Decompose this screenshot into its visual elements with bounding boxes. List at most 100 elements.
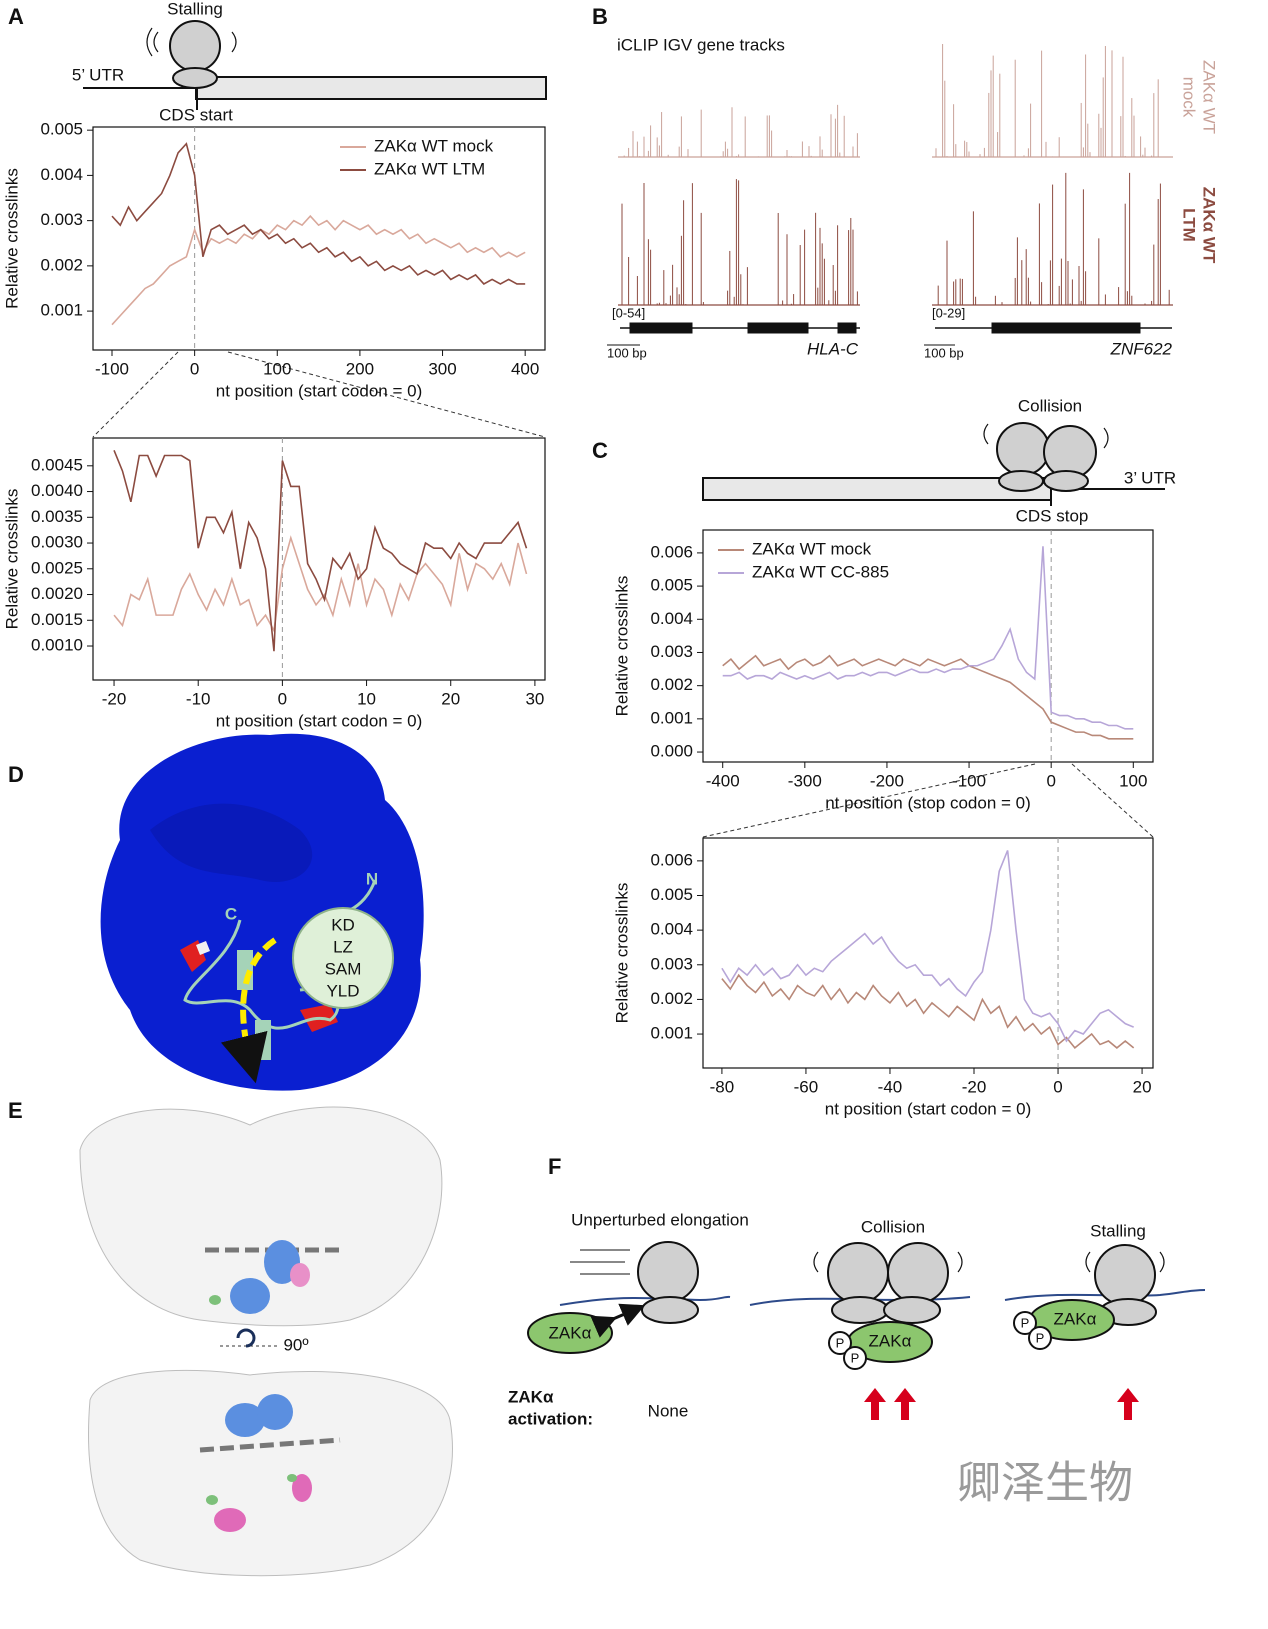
x-tick-label: 300 [428,359,456,378]
y-tick-label: 0.001 [650,1024,693,1043]
activation-label: activation: [508,1409,593,1428]
y-tick-label: 0.003 [40,210,83,229]
cryo-em-maps [79,1106,453,1577]
y-tick-label: 0.002 [650,989,693,1008]
y-tick-label: 0.005 [650,576,693,595]
phospho-label: P [1021,1315,1030,1330]
y-tick-label: 0.005 [650,885,693,904]
panel-title: iCLIP IGV gene tracks [617,35,785,54]
track-label: ZAKα WT [1200,60,1219,134]
annotation: CDS stop [1016,506,1089,525]
x-axis-label: nt position (start codon = 0) [216,381,422,400]
gene-model [607,322,1172,346]
plot-frame [702,529,1154,763]
activation-arrow [864,1388,1139,1420]
track-label: mock [1180,77,1199,118]
zoom-guide [92,351,1154,838]
scenario-label: Unperturbed elongation [571,1210,749,1229]
y-axis-label: Relative crosslinks [2,168,21,309]
x-tick-label: 20 [1133,1077,1152,1096]
x-tick-label: -10 [186,689,211,708]
protein-label: ZAKα [1054,1309,1097,1328]
data-line [113,535,528,634]
x-tick-label: 20 [441,689,460,708]
panel-label: D [8,762,24,787]
phospho-label: P [836,1335,845,1350]
panel-label: F [548,1154,561,1179]
x-axis-label: nt position (stop codon = 0) [825,793,1031,812]
watermark: 卿泽生物 [957,1458,1133,1509]
x-tick-label: -20 [962,1077,987,1096]
terminus-label: C [225,904,237,923]
y-tick-label: 0.003 [650,954,693,973]
x-tick-label: -60 [794,1077,819,1096]
x-tick-label: -40 [878,1077,903,1096]
data-line [721,850,1134,1043]
track-label: ZAKα WT mock ZAKα WT LTM [1180,60,1219,264]
scenario-label: Collision [861,1217,925,1236]
plot-frame [92,126,546,351]
gene-name: HLA-C [807,339,859,358]
x-tick-label: -300 [788,771,822,790]
legend-label: ZAKα WT CC-885 [752,562,889,581]
y-tick-label: 0.0035 [31,507,83,526]
x-tick-label: 100 [1119,771,1147,790]
y-tick-label: 0.0015 [31,610,83,629]
annotation: 5’ UTR [72,65,124,84]
x-tick-label: 30 [525,689,544,708]
protein-label: ZAKα [549,1323,592,1342]
track-label: LTM [1180,208,1199,242]
y-tick-label: 0.0020 [31,584,83,603]
data-line [721,973,1135,1050]
activation-value: None [648,1401,689,1420]
x-tick-label: 0 [278,689,287,708]
annotation: 3’ UTR [1124,468,1176,487]
track-range: [0-54] [612,305,645,320]
y-tick-label: 0.006 [650,850,693,869]
phospho-label: P [851,1350,860,1365]
x-tick-label: 100 [263,359,291,378]
protein-label: ZAKα [869,1331,912,1350]
legend-label: ZAKα WT LTM [374,159,485,178]
x-tick-label: -20 [102,689,127,708]
model-schematic [527,1241,1206,1370]
x-tick-label: -100 [95,359,129,378]
x-axis-label: nt position (start codon = 0) [216,711,422,730]
data-line [111,214,526,326]
igv-tracks [618,44,1173,306]
scale-bar: 100 bp [924,345,964,360]
terminus-label: N [366,869,378,888]
ribosome-structure [100,733,424,1091]
track-range: [0-29] [932,305,965,320]
legend-label: ZAKα WT mock [752,539,872,558]
y-tick-label: 0.002 [40,255,83,274]
x-axis-label: nt position (start codon = 0) [825,1099,1031,1118]
annotation: Stalling [167,0,223,18]
scenario-label: Stalling [1090,1221,1146,1240]
legend-label: ZAKα WT mock [374,136,494,155]
y-axis-label: Relative crosslinks [612,883,631,1024]
x-tick-label: 200 [346,359,374,378]
data-line [722,654,1134,740]
panel-label: A [8,4,24,29]
x-tick-label: 0 [1046,771,1055,790]
domain-label: SAM [325,959,362,978]
x-tick-label: 0 [190,359,199,378]
track-label: ZAKα WT [1200,187,1219,264]
y-tick-label: 0.004 [40,165,83,184]
stalling-schematic [83,20,547,110]
panel-label: E [8,1098,23,1123]
data-line [111,142,526,285]
gene-name: ZNF622 [1110,339,1173,358]
x-tick-label: -80 [710,1077,735,1096]
activation-label: ZAKα [508,1387,554,1406]
domain-label: YLD [326,981,359,1000]
y-tick-label: 0.001 [650,708,693,727]
x-tick-label: -100 [952,771,986,790]
domain-label: KD [331,915,355,934]
y-axis-label: Relative crosslinks [612,576,631,717]
phospho-label: P [1036,1330,1045,1345]
data-line [113,450,528,652]
